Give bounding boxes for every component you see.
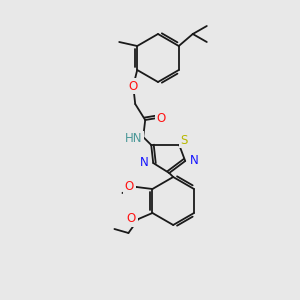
Text: O: O	[129, 80, 138, 92]
Text: O: O	[127, 212, 136, 226]
Text: O: O	[157, 112, 166, 124]
Text: N: N	[140, 157, 148, 169]
Text: S: S	[181, 134, 188, 146]
Text: HN: HN	[124, 133, 142, 146]
Text: N: N	[190, 154, 199, 166]
Text: O: O	[125, 179, 134, 193]
